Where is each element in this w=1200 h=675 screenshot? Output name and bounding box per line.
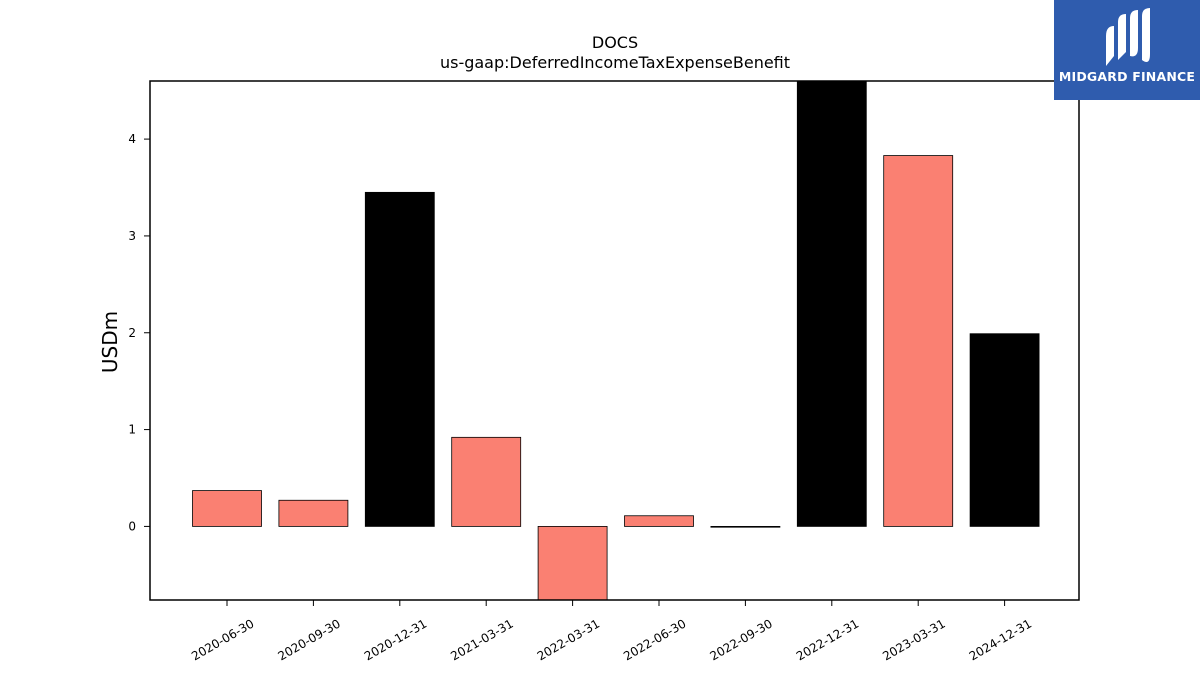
bar-2020-06-30 <box>192 490 262 527</box>
y-ticks: 0 1 2 3 4 <box>128 132 150 533</box>
x-tick-label: 2020-12-31 <box>362 616 429 663</box>
midgard-finance-logo: MIDGARD FINANCE <box>1054 0 1200 100</box>
x-tick-label: 2023-03-31 <box>880 616 947 663</box>
logo-mark-icon <box>1106 8 1150 66</box>
plot-frame <box>149 80 1080 601</box>
y-tick-label: 3 <box>128 229 136 243</box>
bar-2022-12-31 <box>796 80 867 527</box>
bar-2022-03-31 <box>537 526 608 601</box>
y-tick-label: 0 <box>128 519 136 533</box>
x-tick-label: 2024-12-31 <box>967 616 1034 663</box>
x-tick-label: 2022-06-30 <box>621 616 688 663</box>
x-tick-label: 2020-09-30 <box>275 616 342 663</box>
bars-layer <box>192 80 1040 601</box>
logo-text: MIDGARD FINANCE <box>1058 69 1196 84</box>
bar-2023-03-31 <box>883 155 954 527</box>
x-tick-label: 2021-03-31 <box>448 616 515 663</box>
bar-2022-06-30 <box>624 515 694 527</box>
y-tick-label: 4 <box>128 132 136 146</box>
x-tick-label: 2022-12-31 <box>794 616 861 663</box>
bar-2024-12-31 <box>969 333 1040 527</box>
bar-2022-09-30 <box>710 526 781 528</box>
bar-2020-12-31 <box>364 191 435 527</box>
x-tick-label: 2020-06-30 <box>189 616 256 663</box>
bar-2020-09-30 <box>278 499 349 527</box>
y-tick-label: 1 <box>128 423 136 437</box>
y-axis-label: USDm <box>98 311 122 373</box>
y-tick-label: 2 <box>128 326 136 340</box>
chart-title: DOCS <box>592 33 638 52</box>
bar-2021-03-31 <box>451 436 522 527</box>
chart-subtitle: us-gaap:DeferredIncomeTaxExpenseBenefit <box>440 53 790 72</box>
x-ticks: 2020-06-30 2020-09-30 2020-12-31 2021-03-31… <box>189 600 1034 663</box>
x-tick-label: 2022-09-30 <box>707 616 774 663</box>
x-tick-label: 2022-03-31 <box>535 616 602 663</box>
